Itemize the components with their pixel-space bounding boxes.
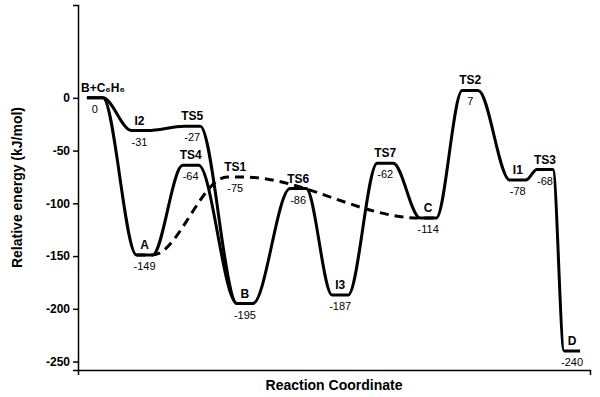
- state-name: TS1: [224, 160, 246, 174]
- state-name: TS6: [287, 172, 309, 186]
- chart-container: -250 -200 -150 -100 -50 0 Relative energy (kJ/…: [0, 0, 600, 397]
- y-tick: -150: [46, 249, 78, 263]
- label-group: B+C₆H₆ 0 A -149 TS4 -64 B -195 TS6 -86 I3 -187 TS7 -6…: [81, 73, 583, 368]
- y-tick-mark: [73, 203, 78, 205]
- y-tick: 0: [63, 91, 78, 105]
- energy-label: -64: [183, 170, 199, 182]
- y-tick: -100: [46, 197, 78, 211]
- x-axis: [79, 371, 591, 376]
- energy-path: [137, 177, 437, 255]
- y-tick-mark: [73, 361, 78, 363]
- state-name: TS4: [180, 148, 202, 162]
- y-axis: -250 -200 -150 -100 -50 0: [46, 6, 79, 371]
- x-axis-title: Reaction Coordinate: [266, 377, 403, 393]
- energy-label: -195: [234, 309, 256, 321]
- energy-label: -78: [510, 185, 526, 197]
- state-name: I3: [335, 278, 345, 292]
- state-name: I1: [513, 163, 523, 177]
- energy-label: -149: [134, 260, 156, 272]
- energy-label: -27: [184, 131, 200, 143]
- y-axis-title: Relative energy (kJ/mol): [9, 107, 25, 268]
- y-tick-label: -150: [46, 249, 70, 263]
- energy-label: -240: [561, 356, 583, 368]
- y-tick: -50: [53, 144, 78, 158]
- y-axis-line: [73, 6, 79, 371]
- y-tick-label: -100: [46, 197, 70, 211]
- energy-label: -114: [418, 223, 439, 235]
- energy-label: 0: [92, 103, 98, 115]
- state-name: TS7: [374, 146, 396, 160]
- energy-label: -62: [377, 168, 393, 180]
- y-tick: -250: [46, 355, 78, 369]
- energy-label: -75: [227, 182, 243, 194]
- y-tick-mark: [73, 150, 78, 152]
- state-name: C: [424, 201, 433, 215]
- y-tick-label: -50: [53, 144, 71, 158]
- state-name: TS5: [181, 109, 203, 123]
- y-tick-mark: [73, 256, 78, 258]
- energy-label: -86: [290, 194, 306, 206]
- background: [0, 0, 600, 397]
- y-tick-label: 0: [63, 91, 70, 105]
- state-name: B: [241, 287, 250, 301]
- x-axis-line: [79, 371, 591, 376]
- state-name: A: [140, 238, 149, 252]
- y-tick-label: -250: [46, 355, 70, 369]
- energy-label: 7: [467, 95, 473, 107]
- energy-path: [87, 90, 580, 351]
- energy-path: [87, 98, 253, 304]
- y-tick: -200: [46, 302, 78, 316]
- series-group: [87, 90, 580, 351]
- state-name: I2: [134, 114, 144, 128]
- state-name: B+C₆H₆: [81, 81, 125, 95]
- y-tick-label: -200: [46, 302, 70, 316]
- energy-label: -31: [131, 136, 147, 148]
- energy-label: -68: [537, 175, 553, 187]
- energy-label: -187: [329, 300, 351, 312]
- state-name: TS2: [459, 73, 481, 87]
- y-tick-mark: [73, 309, 78, 311]
- chart-svg: -250 -200 -150 -100 -50 0 Relative energy (kJ/…: [0, 0, 600, 397]
- y-tick-mark: [73, 98, 78, 100]
- state-name: D: [568, 334, 577, 348]
- state-name: TS3: [534, 153, 556, 167]
